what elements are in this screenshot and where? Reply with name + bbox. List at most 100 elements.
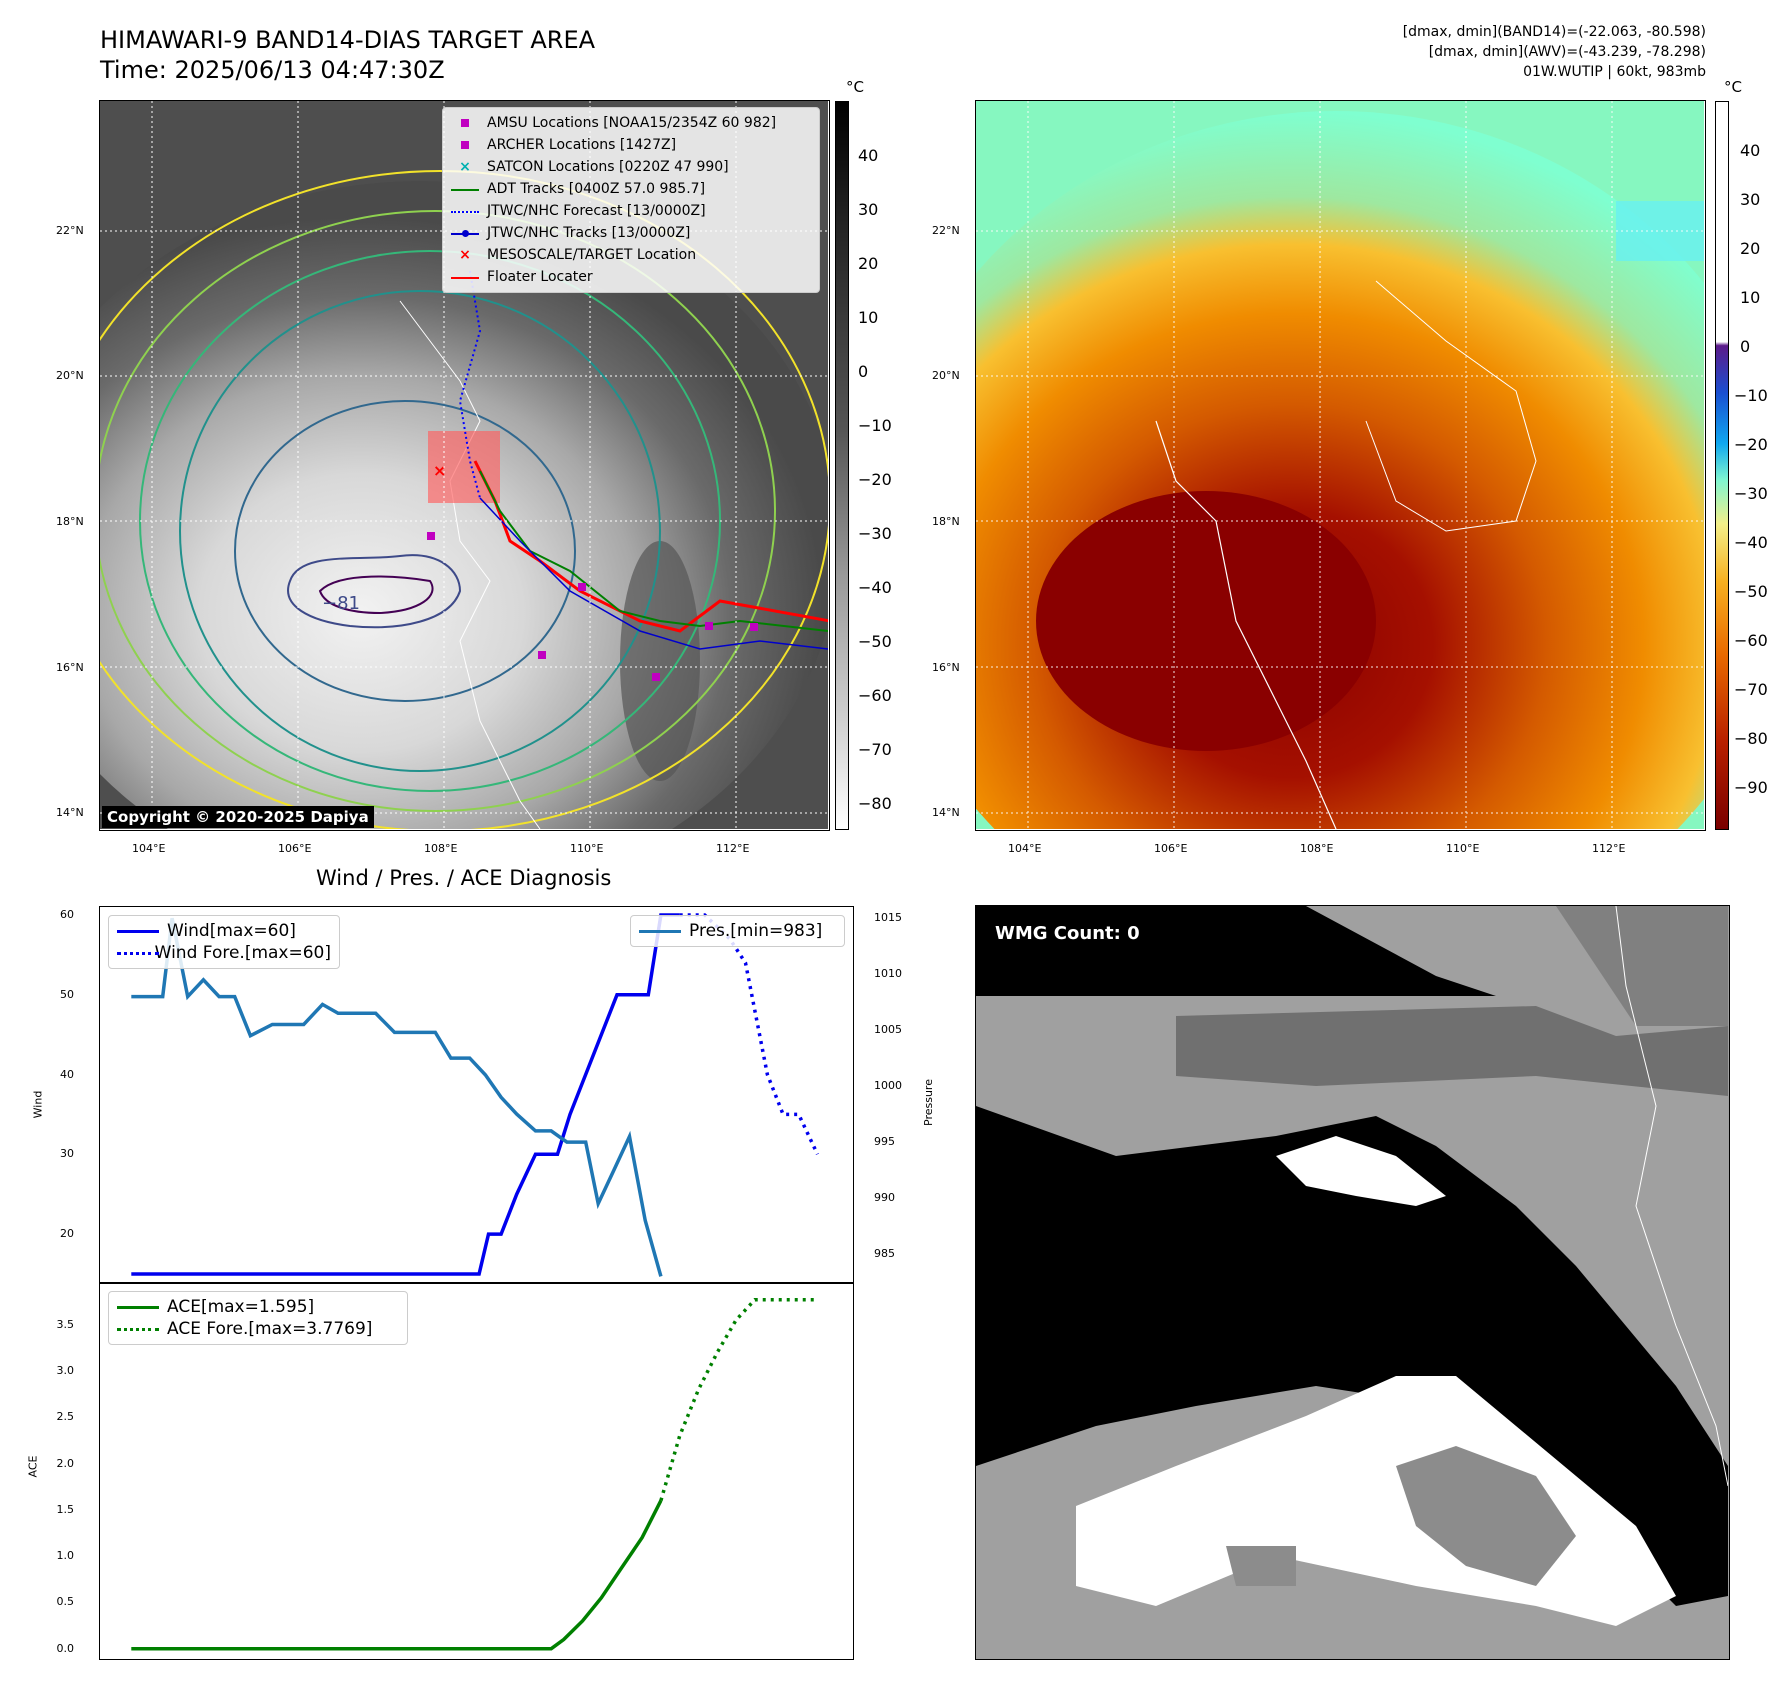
right-colorbar-unit: °C bbox=[1724, 78, 1742, 96]
cbar-tick: 10 bbox=[1740, 288, 1761, 307]
lat-label: 16°N bbox=[932, 661, 960, 674]
contour-purple bbox=[287, 554, 462, 629]
mesoscale-marker: × bbox=[433, 461, 446, 480]
cbar-tick: 30 bbox=[858, 200, 879, 219]
cbar-tick: −20 bbox=[858, 470, 892, 489]
series-line-2 bbox=[131, 917, 663, 1277]
wmg-count-badge: WMG Count: 0 bbox=[988, 920, 1147, 947]
y-tick-label: 995 bbox=[874, 1135, 895, 1149]
ace-chart: ACE[max=1.595] ACE Fore.[max=3.7769] bbox=[99, 1282, 854, 1660]
coastline bbox=[399, 300, 541, 830]
y-tick-label: 1005 bbox=[874, 1023, 902, 1037]
amsu-markers bbox=[427, 532, 758, 681]
y-tick-label: 50 bbox=[60, 987, 74, 1001]
lat-label: 22°N bbox=[932, 224, 960, 237]
wind-legend: Wind[max=60] Wind Fore.[max=60] bbox=[108, 915, 340, 969]
awv-map-panel bbox=[975, 100, 1706, 831]
y-tick-label: 40 bbox=[60, 1067, 74, 1081]
legend-item-amsu: AMSU Locations [NOAA15/2354Z 60 982] bbox=[451, 112, 811, 134]
pressure-legend: Pres.[min=983] bbox=[630, 915, 845, 947]
legend-item-ace-forecast: ACE Fore.[max=3.7769] bbox=[117, 1318, 399, 1340]
ace-svg bbox=[131, 1297, 818, 1651]
cbar-tick: 30 bbox=[1740, 190, 1761, 209]
contour-teal bbox=[179, 290, 661, 772]
y-tick-label: 2.0 bbox=[56, 1456, 75, 1470]
contour-blue bbox=[234, 400, 576, 702]
coastline bbox=[1155, 420, 1337, 830]
lon-label: 104°E bbox=[132, 842, 166, 855]
right-colorbar bbox=[1715, 101, 1729, 830]
contour-yellow bbox=[100, 170, 829, 830]
wind-ylabel: Wind bbox=[31, 1090, 45, 1119]
contour-lightgreen bbox=[100, 210, 776, 812]
legend-item-pressure: Pres.[min=983] bbox=[639, 920, 836, 942]
ir-map-panel: −81 × Copyright © 2020-2025 Dapiya AMSU … bbox=[99, 100, 830, 831]
legend-item-mesoscale: × MESOSCALE/TARGET Location bbox=[459, 247, 697, 263]
awv-map-svg bbox=[976, 101, 1705, 830]
lon-label: 104°E bbox=[1008, 842, 1042, 855]
y-tick-label: 20 bbox=[60, 1227, 74, 1241]
series-line-0 bbox=[131, 913, 680, 1276]
cbar-tick: 10 bbox=[858, 308, 879, 327]
series-line-1 bbox=[659, 1297, 818, 1502]
cbar-tick: 0 bbox=[1740, 337, 1751, 356]
cbar-tick: 40 bbox=[858, 146, 879, 165]
cbar-tick: −30 bbox=[858, 524, 892, 543]
wind-pressure-chart: Wind[max=60] Wind Fore.[max=60] Pres.[mi… bbox=[99, 906, 854, 1284]
graticule bbox=[976, 101, 1704, 829]
legend-item-satcon: × SATCON Locations [0220Z 47 990] bbox=[459, 159, 729, 175]
cbar-tick: −10 bbox=[858, 416, 892, 435]
lon-label: 110°E bbox=[570, 842, 604, 855]
cbar-tick: −10 bbox=[1734, 386, 1768, 405]
wmg-black-band bbox=[976, 1106, 1728, 1606]
figure-title-line2: Time: 2025/06/13 04:47:30Z bbox=[100, 56, 445, 84]
legend-item-adt: ADT Tracks [0400Z 57.0 985.7] bbox=[451, 178, 811, 200]
y-tick-label: 1.0 bbox=[56, 1549, 75, 1563]
info-line1: [dmax, dmin](BAND14)=(-22.063, -80.598) bbox=[1402, 24, 1706, 40]
lat-label: 20°N bbox=[56, 369, 84, 382]
awv-moisture bbox=[976, 111, 1705, 830]
legend-item-wind-forecast: Wind Fore.[max=60] bbox=[117, 942, 331, 964]
cbar-tick: 20 bbox=[1740, 239, 1761, 258]
cbar-tick: 20 bbox=[858, 254, 879, 273]
jtwc-forecast bbox=[458, 270, 482, 499]
cbar-tick: −80 bbox=[858, 794, 892, 813]
info-line2: [dmax, dmin](AWV)=(-43.239, -78.298) bbox=[1428, 44, 1706, 60]
y-tick-label: 60 bbox=[60, 907, 74, 921]
map-legend: AMSU Locations [NOAA15/2354Z 60 982] ARC… bbox=[442, 107, 820, 293]
lat-label: 22°N bbox=[56, 224, 84, 237]
legend-item-ace: ACE[max=1.595] bbox=[117, 1296, 399, 1318]
cbar-tick: −40 bbox=[858, 578, 892, 597]
y-tick-label: 990 bbox=[874, 1191, 895, 1205]
y-tick-label: 0.0 bbox=[56, 1641, 75, 1655]
lon-label: 112°E bbox=[716, 842, 750, 855]
y-tick-label: 1000 bbox=[874, 1079, 902, 1093]
figure-title-line1: HIMAWARI-9 BAND14-DIAS TARGET AREA bbox=[100, 26, 596, 54]
wmg-svg bbox=[976, 906, 1729, 1658]
y-tick-label: 2.5 bbox=[56, 1410, 75, 1424]
y-tick-label: 30 bbox=[60, 1147, 74, 1161]
cbar-tick: −80 bbox=[1734, 729, 1768, 748]
cbar-tick: −40 bbox=[1734, 533, 1768, 552]
lon-label: 110°E bbox=[1446, 842, 1480, 855]
legend-item-jtwc-tracks: JTWC/NHC Tracks [13/0000Z] bbox=[451, 222, 811, 244]
cbar-tick: −30 bbox=[1734, 484, 1768, 503]
cbar-tick: −70 bbox=[1734, 680, 1768, 699]
left-colorbar-unit: °C bbox=[846, 78, 864, 96]
lat-label: 14°N bbox=[932, 806, 960, 819]
y-tick-label: 3.0 bbox=[56, 1363, 75, 1377]
info-line3: 01W.WUTIP | 60kt, 983mb bbox=[1523, 64, 1706, 80]
cbar-tick: −90 bbox=[1734, 778, 1768, 797]
wmg-panel: WMG Count: 0 bbox=[975, 905, 1730, 1660]
lat-label: 20°N bbox=[932, 369, 960, 382]
pressure-ylabel: Pressure bbox=[921, 1079, 935, 1126]
contour-label: −81 bbox=[322, 593, 360, 614]
series-line-1 bbox=[679, 913, 820, 1156]
y-tick-label: 1.5 bbox=[56, 1502, 75, 1516]
copyright-badge: Copyright © 2020-2025 Dapiya bbox=[102, 806, 374, 828]
legend-item-wind: Wind[max=60] bbox=[117, 920, 331, 942]
cbar-tick: 0 bbox=[858, 362, 869, 381]
y-tick-label: 985 bbox=[874, 1247, 895, 1260]
y-tick-label: 1015 bbox=[874, 911, 902, 925]
lat-label: 14°N bbox=[56, 806, 84, 819]
